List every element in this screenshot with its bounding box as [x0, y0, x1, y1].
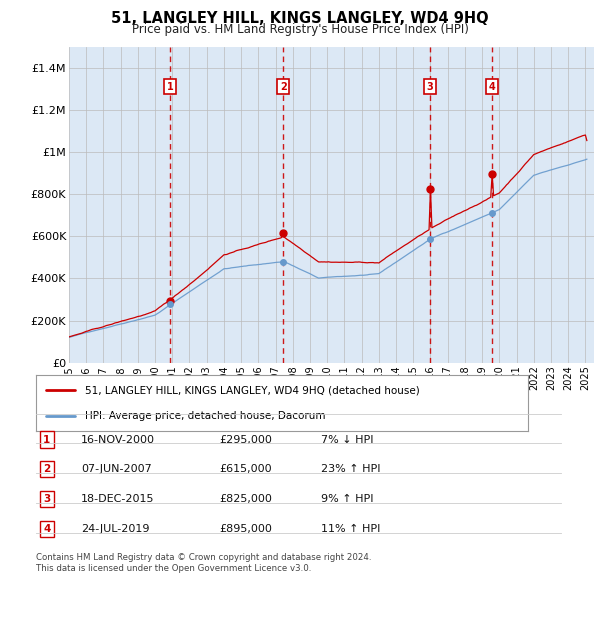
Text: 3: 3: [43, 494, 50, 504]
Text: Price paid vs. HM Land Registry's House Price Index (HPI): Price paid vs. HM Land Registry's House …: [131, 23, 469, 36]
Text: 4: 4: [43, 524, 50, 534]
Text: 51, LANGLEY HILL, KINGS LANGLEY, WD4 9HQ (detached house): 51, LANGLEY HILL, KINGS LANGLEY, WD4 9HQ…: [85, 385, 420, 395]
Text: 2: 2: [280, 82, 287, 92]
Text: 2: 2: [43, 464, 50, 474]
Text: 1: 1: [167, 82, 173, 92]
Text: 07-JUN-2007: 07-JUN-2007: [81, 464, 152, 474]
Text: 24-JUL-2019: 24-JUL-2019: [81, 524, 149, 534]
Text: 18-DEC-2015: 18-DEC-2015: [81, 494, 155, 504]
Text: 11% ↑ HPI: 11% ↑ HPI: [321, 524, 380, 534]
Text: 1: 1: [43, 435, 50, 445]
Text: £895,000: £895,000: [219, 524, 272, 534]
Text: 3: 3: [427, 82, 433, 92]
Text: £295,000: £295,000: [219, 435, 272, 445]
Text: Contains HM Land Registry data © Crown copyright and database right 2024.: Contains HM Land Registry data © Crown c…: [36, 553, 371, 562]
Text: 51, LANGLEY HILL, KINGS LANGLEY, WD4 9HQ: 51, LANGLEY HILL, KINGS LANGLEY, WD4 9HQ: [111, 11, 489, 26]
Text: 9% ↑ HPI: 9% ↑ HPI: [321, 494, 373, 504]
Text: This data is licensed under the Open Government Licence v3.0.: This data is licensed under the Open Gov…: [36, 564, 311, 574]
Text: 4: 4: [488, 82, 495, 92]
Text: 7% ↓ HPI: 7% ↓ HPI: [321, 435, 373, 445]
Text: HPI: Average price, detached house, Dacorum: HPI: Average price, detached house, Daco…: [85, 411, 326, 421]
Text: 23% ↑ HPI: 23% ↑ HPI: [321, 464, 380, 474]
Text: £615,000: £615,000: [219, 464, 272, 474]
Text: 16-NOV-2000: 16-NOV-2000: [81, 435, 155, 445]
Text: £825,000: £825,000: [219, 494, 272, 504]
